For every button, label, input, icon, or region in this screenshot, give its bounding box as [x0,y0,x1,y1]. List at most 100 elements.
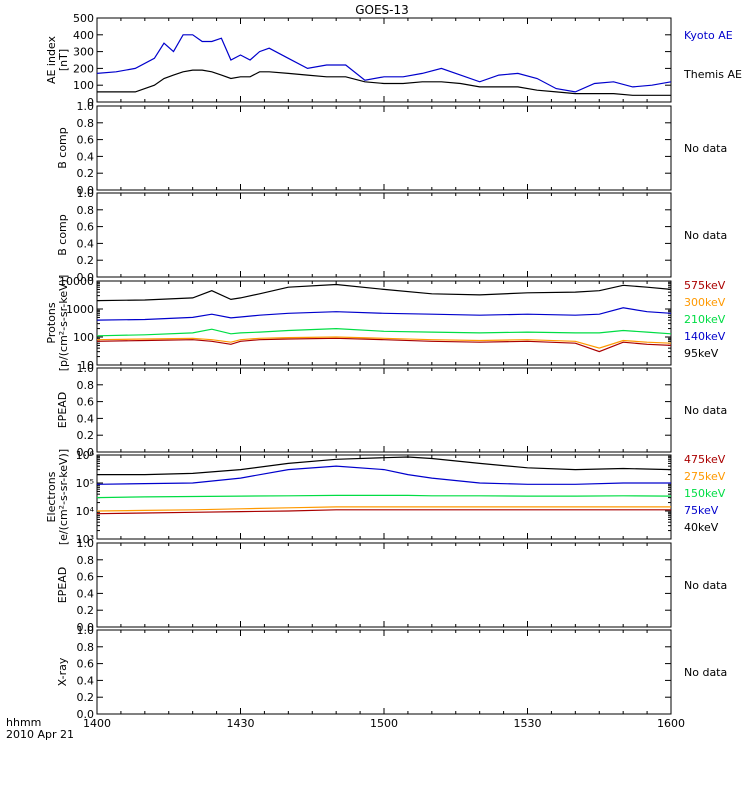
y-tick-label: 0.2 [77,254,95,267]
y-axis-label: Electrons [45,471,58,522]
y-tick-label: 0.2 [77,604,95,617]
y-tick-label: 10000 [59,275,94,288]
panel-7: 0.0 0.2 0.4 0.6 0.8 1.0 EPEAD No data [56,537,727,634]
y-tick-label: 1.0 [77,187,95,200]
y-tick-label: 0.4 [77,674,95,687]
panel-frame [96,629,672,715]
legend-entry: 75keV [684,504,719,517]
panel-2: 0.0 0.2 0.4 0.6 0.8 1.0 B comp No data [56,100,727,197]
y-tick-label: 10⁴ [76,505,95,518]
series-line-themis-ae [97,69,671,96]
y-axis-units: [nT] [57,49,70,71]
y-axis-label: AE index [45,35,58,84]
y-tick-label: 0.4 [77,237,95,250]
y-tick-label: 0.4 [77,150,95,163]
y-tick-label: 0.8 [77,641,95,654]
no-data-label: No data [684,142,727,155]
y-tick-label: 0.6 [77,396,95,409]
y-tick-label: 0 [87,96,94,109]
y-tick-label: 300 [73,46,94,59]
legend-entry: 95keV [684,347,719,360]
y-tick-label: 400 [73,29,94,42]
y-axis-units: [e/(cm²-s-sr-keV)] [57,449,70,545]
panel-frame [96,542,672,628]
y-tick-label: 0.2 [77,429,95,442]
panel-6: 10³ 10⁴ 10⁵ 10⁶ Electrons [e/(cm²-s-sr-keV)] 4… [45,449,726,546]
y-tick-label: 10⁶ [76,449,95,462]
panels: 0 100 200 300 400 500 AE index [nT] Kyoto AE Them… [45,12,742,730]
y-tick-label: 0.4 [77,412,95,425]
series-line-300kev [96,336,672,349]
y-tick-label: 10 [80,359,94,372]
series-line-kyoto-ae [96,34,672,93]
legend-entry: Themis AE [683,68,742,81]
y-tick-label: 1.0 [77,624,95,637]
y-tick-label: 200 [73,62,94,75]
series-line-40kev [97,456,672,476]
no-data-label: No data [684,579,727,592]
y-tick-label: 10³ [76,533,94,546]
no-data-label: No data [684,229,727,242]
y-tick-label: 0.6 [77,571,95,584]
y-tick-label: 0.6 [77,658,95,671]
y-tick-label: 1.0 [77,362,95,375]
series-line-75kev [96,465,671,485]
panel-frame [96,280,672,366]
series-line-210kev [96,327,672,337]
y-tick-label: 0.8 [77,204,95,217]
y-tick-label: 0.4 [77,587,95,600]
y-tick-label: 0.6 [77,134,95,147]
y-axis-label: X-ray [56,657,69,686]
y-tick-label: 0.0 [77,446,95,459]
y-axis-label: EPEAD [56,567,69,604]
y-tick-label: 0.6 [77,221,95,234]
y-tick-label: 0.0 [77,271,95,284]
legend-entry: Kyoto AE [684,29,733,42]
legend-entry: 210keV [684,313,726,326]
y-tick-label: 10⁵ [76,477,94,490]
y-tick-label: 0.0 [77,184,95,197]
y-tick-label: 0.0 [77,708,95,721]
panel-8: 0.0 0.2 0.4 0.6 0.8 1.0 X-ray No data 1400 1430 15… [56,624,727,730]
y-tick-label: 0.2 [77,167,95,180]
legend-entry: 275keV [684,470,726,483]
legend-entry: 40keV [684,521,719,534]
y-tick-label: 0.2 [77,691,95,704]
plot-title: GOES-13 [355,3,409,17]
time-axis-label-hhmm: hhmm [6,716,41,729]
legend-entry: 575keV [684,279,726,292]
legend-entry: 140keV [684,330,726,343]
panel-frame [96,192,672,278]
y-tick-label: 100 [73,331,94,344]
panel-frame [96,367,672,453]
no-data-label: No data [684,666,727,679]
y-axis-label: Protons [45,302,58,343]
panel-frame [96,17,672,103]
legend-entry: 475keV [684,453,726,466]
x-tick-label: 1530 [514,717,542,730]
y-axis-label: B comp [56,127,69,169]
y-tick-label: 0.8 [77,117,95,130]
x-tick-label: 1400 [83,717,111,730]
series-line-275kev [96,506,671,512]
y-axis-label: EPEAD [56,392,69,429]
x-tick-label: 1600 [657,717,685,730]
series-line-150kev [96,494,672,499]
y-axis-units: [p/(cm²-s-sr-keV)] [57,275,70,372]
panel-4: 10 100 1000 10000 Protons [p/(cm²-s-sr-keV)] 5… [45,275,726,372]
series-line-95kev [96,283,672,302]
y-tick-label: 1.0 [77,100,95,113]
series-line-575kev [96,337,672,353]
y-tick-label: 0.8 [77,379,95,392]
y-axis-label: B comp [56,214,69,256]
x-tick-label: 1430 [227,717,255,730]
y-tick-label: 1.0 [77,537,95,550]
y-tick-label: 100 [73,79,94,92]
panel-1: 0 100 200 300 400 500 AE index [nT] Kyoto AE Them… [45,12,742,109]
y-tick-label: 500 [73,12,94,25]
y-tick-label: 0.8 [77,554,95,567]
x-tick-label: 1500 [370,717,398,730]
series-line-140kev [96,307,672,321]
y-tick-label: 0.0 [77,621,95,634]
